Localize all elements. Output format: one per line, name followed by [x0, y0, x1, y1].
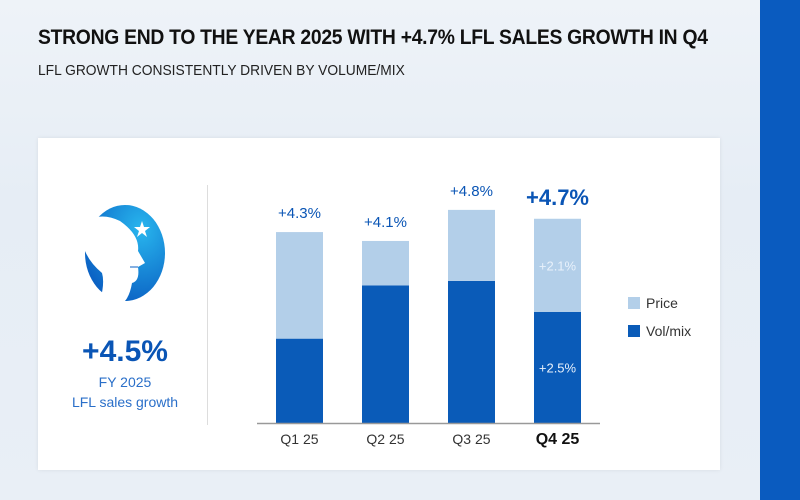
total-label-1: +4.1% — [364, 214, 407, 231]
fy-label: FY 2025 — [98, 374, 152, 390]
total-label-0: +4.3% — [278, 205, 321, 222]
page-subtitle: LFL GROWTH CONSISTENTLY DRIVEN BY VOLUME… — [38, 62, 405, 79]
segment-label-price-3: +2.1% — [539, 258, 577, 273]
total-label-2: +4.8% — [450, 183, 493, 200]
segment-label-volmix-3: +2.5% — [539, 361, 577, 376]
bar-price-0 — [276, 232, 323, 339]
bar-price-3 — [534, 218, 581, 312]
legend-swatch-1 — [628, 325, 640, 337]
side-stripe — [760, 0, 800, 500]
legend-swatch-0 — [628, 297, 640, 309]
page-title: STRONG END TO THE YEAR 2025 WITH +4.7% L… — [38, 26, 708, 49]
category-label-2: Q3 25 — [452, 431, 490, 447]
fy-description: LFL sales growth — [71, 394, 179, 410]
fy-growth-value: +4.5% — [82, 335, 168, 368]
category-label-3: Q4 25 — [536, 431, 580, 448]
legend-label-1: Vol/mix — [646, 323, 691, 339]
bar-volmix-1 — [362, 285, 409, 423]
category-label-0: Q1 25 — [280, 431, 318, 447]
legend-label-0: Price — [646, 295, 678, 311]
brand-logo — [82, 205, 165, 301]
bar-price-1 — [362, 240, 409, 286]
bar-price-2 — [448, 209, 495, 281]
bar-volmix-3 — [534, 312, 581, 423]
bar-volmix-0 — [276, 338, 323, 423]
bar-volmix-2 — [448, 280, 495, 423]
total-label-3: +4.7% — [526, 185, 589, 210]
divider — [207, 185, 208, 425]
category-label-1: Q2 25 — [366, 431, 404, 447]
